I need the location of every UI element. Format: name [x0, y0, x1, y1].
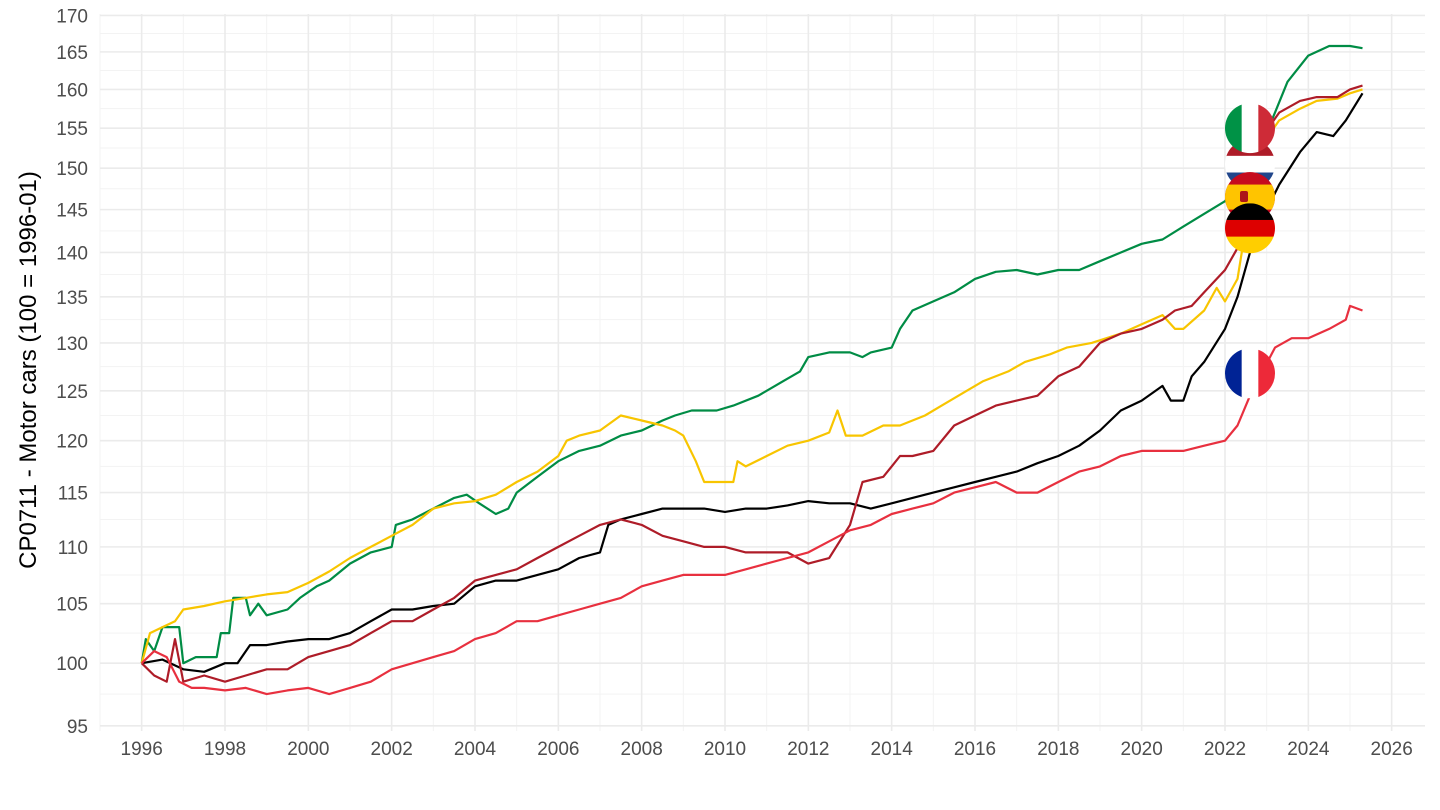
series-line-france: [140, 304, 1363, 696]
x-tick-label: 2010: [704, 739, 746, 760]
x-tick-label: 1996: [121, 739, 163, 760]
x-tick-label: 2016: [954, 739, 996, 760]
y-tick-label: 120: [56, 432, 88, 453]
y-tick-label: 140: [56, 243, 88, 264]
y-tick-label: 165: [56, 43, 88, 64]
y-tick-label: 135: [56, 288, 88, 309]
x-tick-label: 2012: [787, 739, 829, 760]
y-tick-label: 115: [58, 484, 88, 505]
minor-gridlines: [99, 14, 1425, 731]
y-tick-label: 130: [56, 334, 88, 355]
series-line-germany: [141, 92, 1364, 673]
x-tick-label: 2022: [1204, 739, 1246, 760]
x-tick-label: 2000: [287, 739, 329, 760]
x-tick-label: 2004: [454, 739, 497, 760]
y-tick-label: 145: [56, 201, 88, 222]
y-tick-label: 160: [56, 80, 88, 101]
x-tick-label: 2026: [1371, 739, 1413, 760]
y-tick-label: 170: [56, 6, 88, 27]
y-tick-label: 125: [56, 382, 88, 403]
x-tick-label: 2020: [1121, 739, 1163, 760]
series-line-netherlands: [140, 84, 1363, 683]
y-tick-label: 95: [67, 717, 88, 738]
series-line-spain: [140, 88, 1363, 664]
france-flag-icon: [1225, 348, 1275, 399]
x-axis-tick-labels: 1996 1998 2000 2002 2004 2006 2008 2010 2012 2014…: [121, 739, 1413, 760]
series-line-italy: [140, 44, 1363, 665]
x-tick-label: 2006: [537, 739, 579, 760]
y-tick-label: 155: [56, 119, 88, 140]
x-tick-label: 1998: [204, 739, 246, 760]
germany-flag-icon: [1225, 203, 1275, 254]
x-tick-label: 2024: [1287, 739, 1330, 760]
x-tick-label: 2002: [371, 739, 413, 760]
country-flags: [1225, 103, 1275, 399]
y-tick-label: 110: [58, 538, 88, 559]
x-tick-label: 2008: [621, 739, 663, 760]
y-tick-label: 100: [56, 654, 88, 675]
y-axis-tick-labels: 95 100 105 110 115 120 125 130 135 140 145 150 155 16…: [56, 6, 88, 737]
x-tick-label: 2018: [1037, 739, 1079, 760]
y-tick-label: 150: [56, 159, 88, 180]
y-tick-label: 105: [56, 595, 88, 616]
series-lines: [140, 44, 1364, 696]
major-gridlines: [100, 14, 1425, 731]
x-tick-label: 2014: [871, 739, 914, 760]
italy-flag-icon: [1225, 103, 1275, 154]
y-axis-title: CP0711 - Motor cars (100 = 1996-01): [15, 171, 42, 569]
